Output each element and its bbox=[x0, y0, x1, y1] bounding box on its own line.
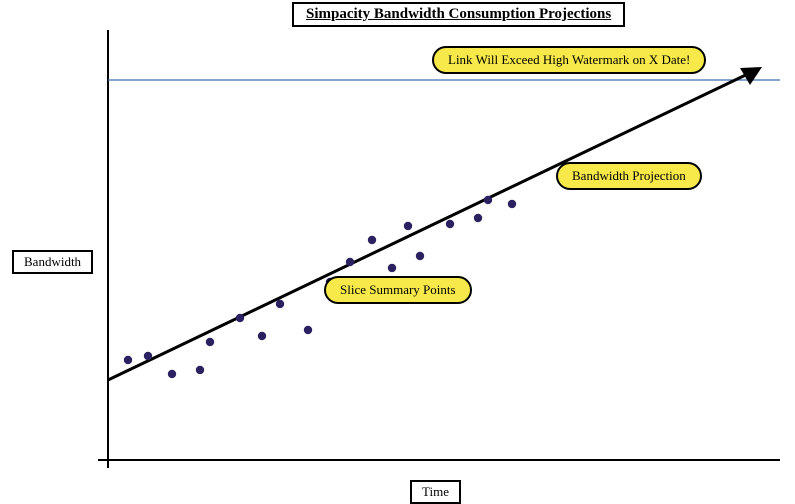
trend-line bbox=[108, 67, 762, 380]
bandwidth-projection-chart: Simpacity Bandwidth Consumption Projecti… bbox=[0, 0, 795, 504]
trend-callout: Bandwidth Projection bbox=[556, 162, 702, 190]
watermark-callout: Link Will Exceed High Watermark on X Dat… bbox=[432, 46, 706, 74]
chart-title: Simpacity Bandwidth Consumption Projecti… bbox=[292, 2, 625, 27]
chart-svg bbox=[0, 0, 795, 504]
y-axis-label: Bandwidth bbox=[12, 250, 93, 274]
x-axis-label: Time bbox=[410, 480, 461, 504]
points-callout: Slice Summary Points bbox=[324, 276, 472, 304]
